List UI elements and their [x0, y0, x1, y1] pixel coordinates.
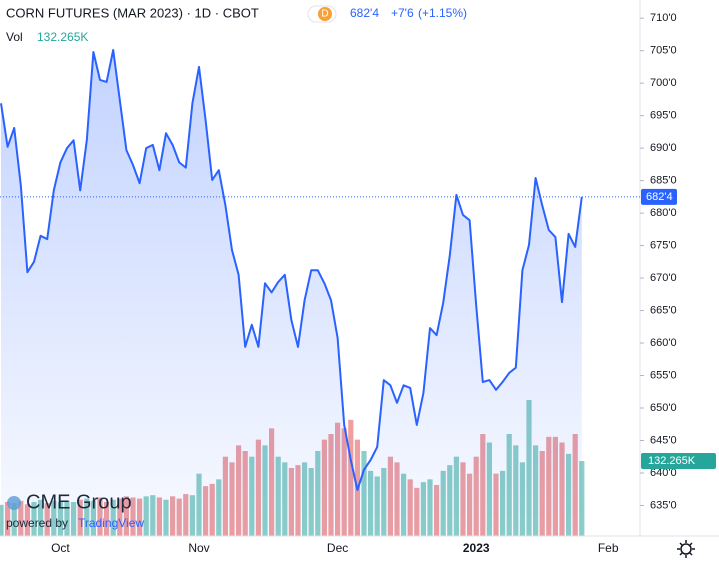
y-tick-label: 640'0 — [650, 467, 677, 479]
y-tick-label: 695'0 — [650, 110, 677, 122]
y-tick-label: 645'0 — [650, 434, 677, 446]
y-tick-label: 700'0 — [650, 77, 677, 89]
volume-label: Vol — [6, 30, 23, 44]
y-tick-label: 660'0 — [650, 337, 677, 349]
badge-text: D — [321, 9, 328, 20]
x-tick-label: Dec — [327, 541, 348, 555]
badge — [318, 7, 332, 21]
watermark-platform: TradingView — [78, 516, 144, 530]
last-price-tag — [641, 188, 677, 205]
price-area — [1, 50, 582, 536]
y-tick-label: 710'0 — [650, 12, 677, 24]
volume-bar — [579, 461, 585, 536]
x-tick-label: 2023 — [463, 541, 490, 555]
last-price-tag-text: 682'4 — [646, 191, 673, 203]
settings-icon-ring[interactable] — [680, 543, 692, 555]
y-tick-label: 650'0 — [650, 402, 677, 414]
change-percent: (+1.15%) — [418, 6, 467, 20]
volume-tag-text: 132.265K — [648, 455, 696, 467]
change: +7'6 — [391, 6, 414, 20]
chart-title: CORN FUTURES (MAR 2023) · 1D · CBOT — [6, 5, 259, 20]
watermark: CME Group powered by TradingView — [6, 491, 144, 530]
logo — [7, 496, 21, 510]
watermark-brand: CME Group — [26, 491, 132, 513]
watermark-powered: powered by — [6, 516, 68, 530]
x-tick-label: Nov — [188, 541, 209, 555]
plot-area — [0, 49, 585, 536]
y-tick-label: 665'0 — [650, 304, 677, 316]
y-tick-label: 690'0 — [650, 142, 677, 154]
y-tick-label: 685'0 — [650, 175, 677, 187]
y-tick-label: 655'0 — [650, 369, 677, 381]
volume-value: 132.265K — [37, 30, 88, 44]
price-line — [0, 49, 583, 491]
y-tick-label: 680'0 — [650, 207, 677, 219]
settings-icon-rays[interactable] — [677, 540, 695, 558]
settings-icon[interactable] — [677, 540, 695, 558]
y-tick-label: 635'0 — [650, 499, 677, 511]
volume-tag — [641, 453, 716, 470]
badge-frame — [307, 5, 337, 23]
x-tick-label: Oct — [51, 541, 70, 555]
y-tick-label: 670'0 — [650, 272, 677, 284]
y-tick-label: 675'0 — [650, 239, 677, 251]
x-tick-label: Feb — [598, 541, 619, 555]
last-price: 682'4 — [350, 6, 379, 20]
y-tick-label: 705'0 — [650, 45, 677, 57]
header: CORN FUTURES (MAR 2023) · 1D · CBOT D 68… — [6, 5, 467, 44]
